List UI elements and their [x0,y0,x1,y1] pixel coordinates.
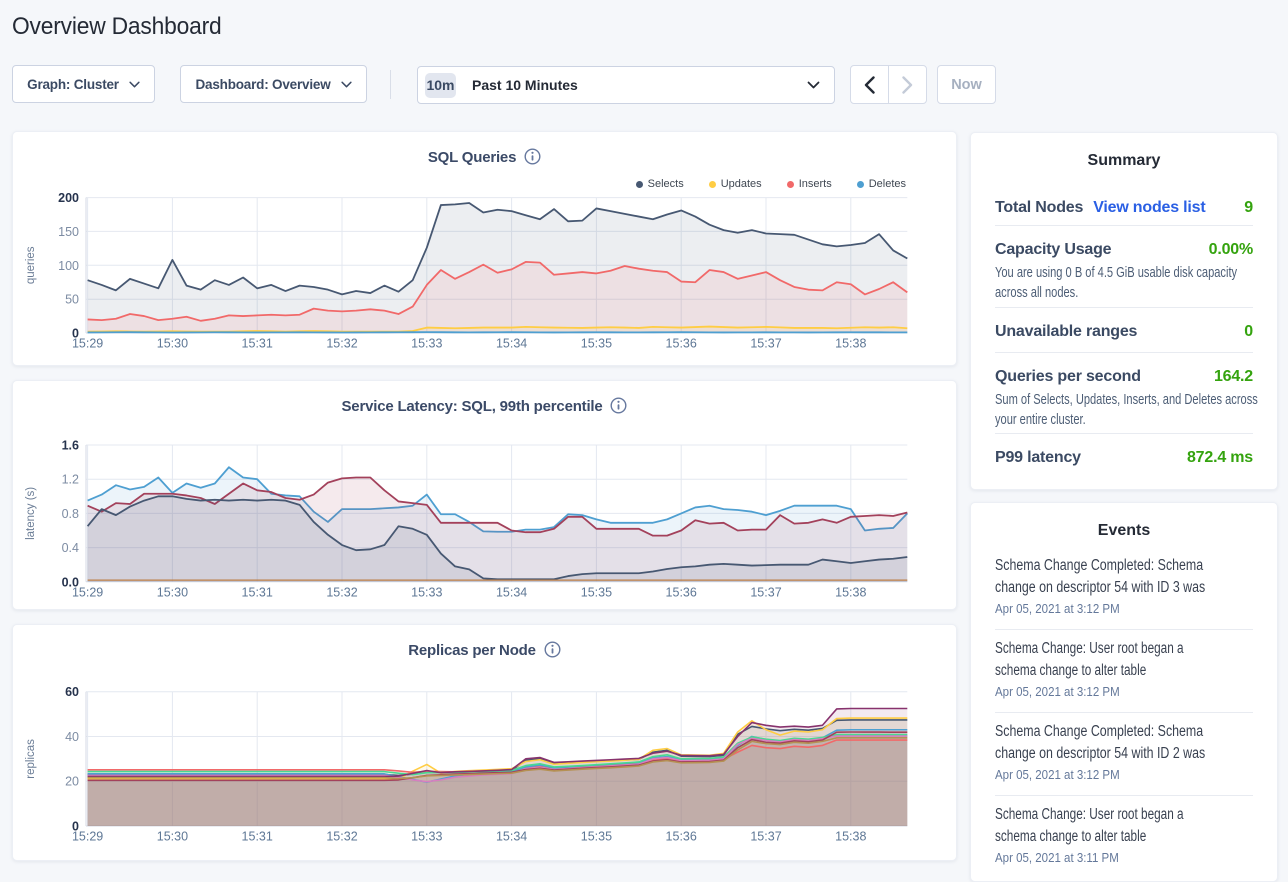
svg-text:15:32: 15:32 [326,585,357,599]
svg-text:15:34: 15:34 [496,585,527,599]
svg-text:0: 0 [72,820,79,834]
svg-text:15:36: 15:36 [666,585,697,599]
svg-text:100: 100 [58,259,79,273]
svg-text:0.4: 0.4 [62,541,79,555]
svg-text:15:29: 15:29 [72,337,103,351]
svg-text:queries: queries [25,246,37,284]
svg-text:150: 150 [58,225,79,239]
svg-text:15:33: 15:33 [411,830,442,844]
svg-text:replicas: replicas [25,739,37,779]
svg-text:15:35: 15:35 [581,585,612,599]
svg-text:15:30: 15:30 [157,585,188,599]
svg-text:15:31: 15:31 [242,585,273,599]
svg-text:15:38: 15:38 [835,337,866,351]
svg-text:0.0: 0.0 [62,575,79,589]
svg-text:20: 20 [65,775,79,789]
svg-text:15:31: 15:31 [242,337,273,351]
svg-text:15:32: 15:32 [326,830,357,844]
svg-text:200: 200 [58,191,79,205]
svg-text:50: 50 [65,293,79,307]
svg-text:15:36: 15:36 [666,337,697,351]
svg-text:15:37: 15:37 [750,585,781,599]
svg-text:15:34: 15:34 [496,337,527,351]
svg-text:1.6: 1.6 [62,439,79,453]
svg-text:15:36: 15:36 [666,830,697,844]
svg-text:15:29: 15:29 [72,585,103,599]
svg-text:15:30: 15:30 [157,830,188,844]
svg-text:latency (s): latency (s) [25,487,37,540]
svg-text:40: 40 [65,730,79,744]
svg-text:15:34: 15:34 [496,830,527,844]
svg-text:15:38: 15:38 [835,830,866,844]
svg-text:0.8: 0.8 [62,507,79,521]
svg-text:15:38: 15:38 [835,585,866,599]
svg-text:15:31: 15:31 [242,830,273,844]
svg-text:15:37: 15:37 [750,830,781,844]
svg-text:15:32: 15:32 [326,337,357,351]
svg-text:15:29: 15:29 [72,830,103,844]
svg-text:15:35: 15:35 [581,337,612,351]
svg-text:1.2: 1.2 [62,473,79,487]
svg-text:15:33: 15:33 [411,337,442,351]
svg-text:15:30: 15:30 [157,337,188,351]
svg-text:0: 0 [72,327,79,341]
svg-text:60: 60 [65,685,79,699]
svg-text:15:35: 15:35 [581,830,612,844]
svg-text:15:33: 15:33 [411,585,442,599]
svg-text:15:37: 15:37 [750,337,781,351]
